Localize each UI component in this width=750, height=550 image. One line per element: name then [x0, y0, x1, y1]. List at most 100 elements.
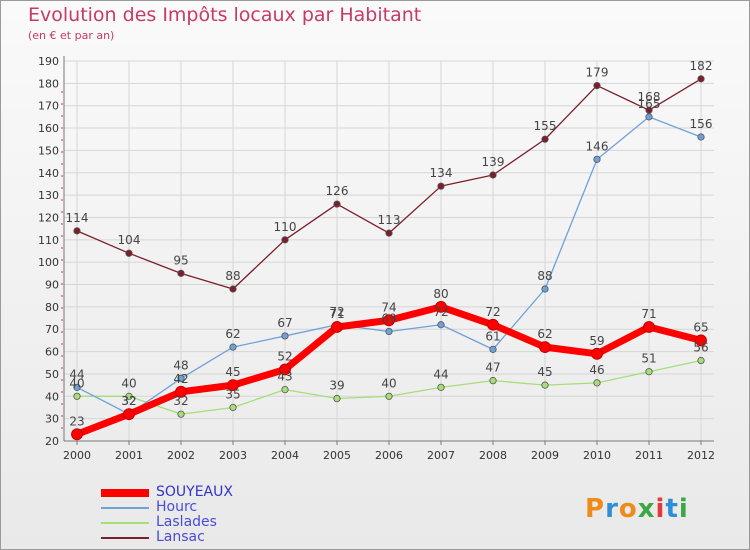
point-lansac — [437, 182, 445, 190]
data-label-souyeaux: 45 — [225, 365, 240, 379]
y-tick-label: 90 — [45, 279, 59, 292]
proxiti-logo-text: Proxiti — [585, 494, 689, 524]
data-label-laslades: 46 — [589, 363, 604, 377]
y-tick-label: 80 — [45, 301, 59, 314]
point-hourc — [697, 133, 705, 141]
data-label-souyeaux: 65 — [693, 320, 708, 334]
x-tick-label: 2000 — [63, 449, 91, 462]
point-laslades — [593, 379, 601, 387]
point-hourc — [437, 321, 445, 329]
legend-item-hourc: Hourc — [101, 500, 233, 515]
data-label-lansac: 139 — [482, 155, 505, 169]
point-hourc — [645, 113, 653, 121]
point-souyeaux — [695, 334, 707, 347]
data-label-laslades: 47 — [485, 361, 500, 375]
legend-swatch-souyeaux — [101, 488, 149, 497]
x-tick-label: 2008 — [479, 449, 507, 462]
y-tick-label: 190 — [38, 55, 59, 68]
point-lansac — [125, 249, 133, 257]
data-label-lansac: 104 — [118, 233, 141, 247]
data-label-lansac: 126 — [326, 184, 349, 198]
data-label-hourc: 165 — [638, 97, 661, 111]
point-lansac — [593, 81, 601, 90]
data-label-hourc: 88 — [537, 269, 552, 283]
data-label-laslades: 51 — [641, 352, 656, 366]
x-tick-label: 2006 — [375, 449, 403, 462]
point-lansac — [333, 200, 341, 208]
y-tick-label: 130 — [38, 189, 59, 202]
y-tick-label: 40 — [45, 390, 59, 403]
x-tick-label: 2005 — [323, 449, 351, 462]
point-souyeaux — [487, 318, 499, 331]
point-hourc — [177, 374, 185, 383]
data-label-hourc: 156 — [690, 117, 713, 131]
chart-subtitle: (en € et par an) — [28, 29, 115, 42]
data-label-laslades: 39 — [329, 379, 344, 393]
legend-label-laslades: Laslades — [156, 514, 217, 530]
data-label-lansac: 168 — [638, 90, 661, 104]
data-label-souyeaux: 74 — [381, 300, 396, 314]
data-label-hourc: 48 — [173, 358, 188, 372]
legend-item-souyeaux: SOUYEAUX — [101, 485, 233, 500]
point-laslades — [125, 392, 133, 400]
data-label-souyeaux: 71 — [329, 307, 344, 321]
point-lansac — [489, 171, 497, 179]
data-label-lansac: 155 — [534, 119, 557, 133]
data-label-hourc: 62 — [225, 327, 240, 341]
data-label-hourc: 69 — [381, 311, 396, 325]
data-label-laslades: 45 — [537, 365, 552, 379]
data-label-lansac: 182 — [690, 59, 713, 73]
data-label-souyeaux: 52 — [277, 349, 292, 363]
point-lansac — [177, 269, 185, 277]
data-label-lansac: 95 — [173, 253, 188, 267]
point-lansac — [697, 75, 705, 83]
point-laslades — [177, 410, 185, 418]
data-label-lansac: 110 — [274, 220, 297, 234]
point-souyeaux — [227, 379, 239, 392]
point-laslades — [541, 381, 549, 389]
point-lansac — [385, 229, 393, 237]
y-tick-label: 20 — [45, 435, 59, 448]
y-tick-label: 180 — [38, 77, 59, 90]
x-tick-label: 2009 — [531, 449, 559, 462]
y-tick-label: 50 — [45, 368, 59, 381]
y-tick-label: 30 — [45, 413, 59, 426]
point-laslades — [281, 385, 289, 394]
data-label-laslades: 40 — [121, 376, 136, 390]
data-label-lansac: 114 — [66, 211, 89, 225]
point-laslades — [229, 403, 237, 412]
y-tick-label: 150 — [38, 144, 59, 157]
data-label-laslades: 56 — [693, 341, 708, 355]
data-label-souyeaux: 71 — [641, 307, 656, 321]
data-label-hourc: 67 — [277, 316, 292, 330]
data-label-souyeaux: 23 — [69, 414, 84, 428]
data-label-souyeaux: 72 — [485, 305, 500, 319]
data-label-hourc: 72 — [329, 305, 344, 319]
point-laslades — [489, 377, 497, 385]
legend-label-hourc: Hourc — [156, 499, 198, 515]
data-label-hourc: 32 — [121, 394, 136, 408]
point-souyeaux — [123, 408, 135, 421]
point-lansac — [541, 135, 549, 143]
legend-label-lansac: Lansac — [156, 529, 205, 545]
point-souyeaux — [331, 321, 343, 333]
x-tick-label: 2004 — [271, 449, 299, 462]
point-lansac — [281, 236, 289, 244]
data-label-souyeaux: 62 — [537, 327, 552, 341]
point-lansac — [73, 227, 81, 235]
legend-swatch-hourc — [101, 506, 149, 509]
line-chart: 20 30 40 50 60 70 80 90 100 110 120 130 140 150 160 170… — [38, 55, 715, 462]
data-label-hourc: 72 — [433, 305, 448, 319]
x-tick-label: 2002 — [167, 449, 195, 462]
axes: 20 30 40 50 60 70 80 90 100 110 120 130 140 150 160 170… — [38, 55, 715, 462]
data-label-laslades: 44 — [433, 367, 448, 381]
data-label-hourc: 146 — [586, 139, 609, 153]
proxiti-logo: Proxiti — [585, 494, 689, 524]
legend: SOUYEAUX Hourc Laslades Lansac — [101, 485, 233, 545]
point-laslades — [645, 368, 653, 376]
legend-item-laslades: Laslades — [101, 515, 233, 530]
point-souyeaux — [175, 385, 187, 398]
legend-item-lansac: Lansac — [101, 530, 233, 545]
